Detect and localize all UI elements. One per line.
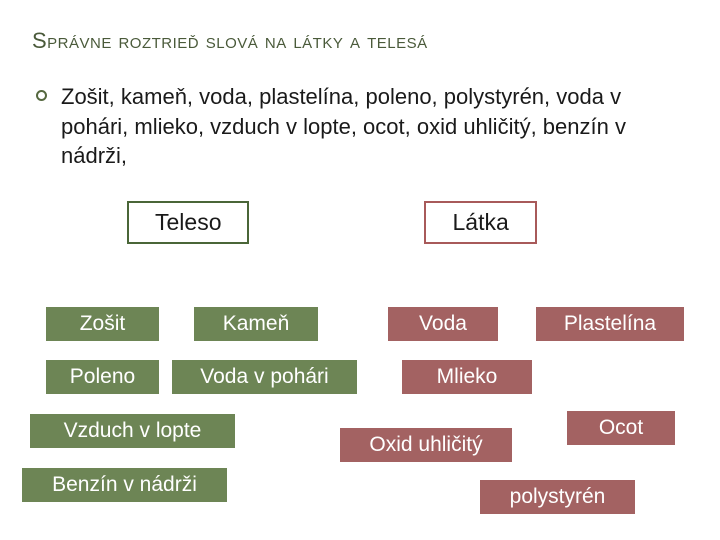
box-kamen: Kameň — [194, 307, 318, 341]
latka-header: Látka — [424, 201, 536, 244]
category-headers: Teleso Látka — [32, 201, 688, 244]
box-zosit: Zošit — [46, 307, 159, 341]
box-poleno: Poleno — [46, 360, 159, 394]
box-voda-v-pohari: Voda v pohári — [172, 360, 357, 394]
box-mlieko: Mlieko — [402, 360, 532, 394]
slide-title: Správne roztrieď slová na látky a telesá — [32, 28, 688, 54]
bullet-icon — [36, 90, 47, 101]
bullet-text: Zošit, kameň, voda, plastelína, poleno, … — [61, 82, 688, 171]
box-oxid-uhlicity: Oxid uhličitý — [340, 428, 512, 462]
bullet-item: Zošit, kameň, voda, plastelína, poleno, … — [32, 82, 688, 171]
box-polystyren: polystyrén — [480, 480, 635, 514]
box-benzin-v-nadrzi: Benzín v nádrži — [22, 468, 227, 502]
box-plastelina: Plastelína — [536, 307, 684, 341]
box-vzduch-v-lopte: Vzduch v lopte — [30, 414, 235, 448]
box-ocot: Ocot — [567, 411, 675, 445]
box-voda: Voda — [388, 307, 498, 341]
teleso-header: Teleso — [127, 201, 249, 244]
